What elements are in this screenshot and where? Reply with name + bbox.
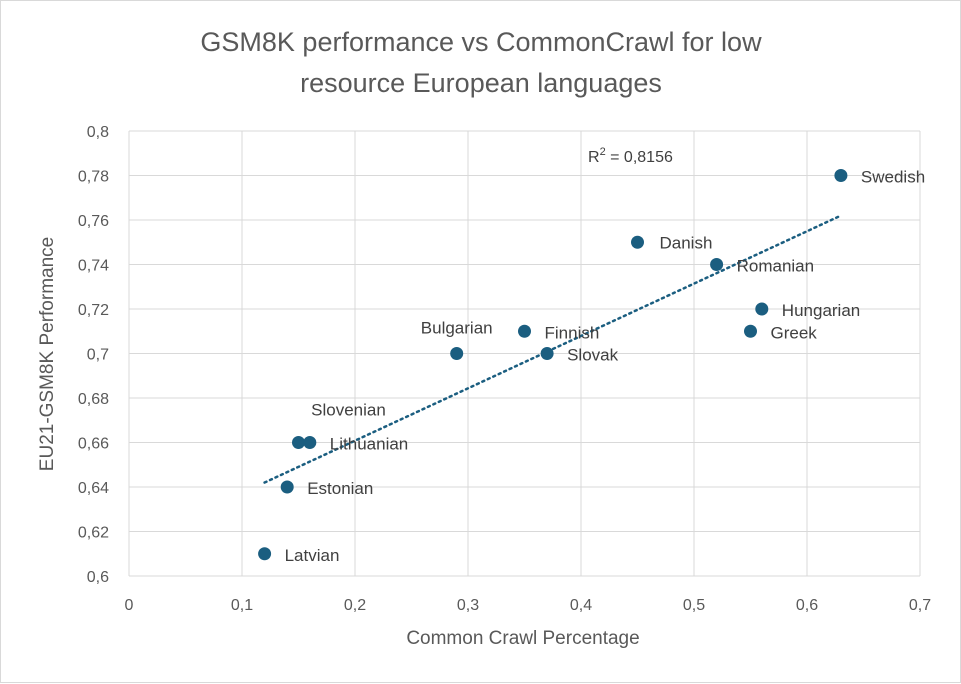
y-tick-label: 0,66 (78, 436, 109, 453)
point-label-swedish: Swedish (861, 168, 925, 187)
y-tick-label: 0,68 (78, 391, 109, 408)
data-point-slovenian (292, 436, 305, 449)
point-label-estonian: Estonian (307, 479, 373, 498)
chart-title-line-2: resource European languages (300, 68, 662, 98)
point-label-romanian: Romanian (737, 257, 815, 276)
trendline-path (263, 214, 843, 484)
y-tick-label: 0,6 (87, 569, 109, 586)
data-point-slovak (540, 347, 554, 360)
data-point-bulgarian (450, 347, 464, 360)
point-label-bulgarian: Bulgarian (421, 319, 493, 338)
point-label-greek: Greek (771, 323, 818, 342)
y-tick-label: 0,76 (78, 213, 109, 230)
x-tick-label: 0,1 (231, 597, 253, 614)
y-tick-label: 0,74 (78, 258, 109, 275)
r-squared-value: = 0,8156 (606, 149, 673, 166)
y-tick-label: 0,8 (87, 124, 109, 141)
data-point-estonian (280, 480, 294, 494)
y-tick-label: 0,7 (87, 347, 109, 364)
x-tick-label: 0 (125, 597, 134, 614)
data-point-danish (631, 235, 644, 249)
data-points (258, 169, 848, 561)
point-labels: Swedish Danish Romanian Hungarian Greek Finni… (285, 168, 926, 565)
point-label-finnish: Finnish (545, 323, 600, 342)
point-label-danish: Danish (660, 233, 713, 252)
x-tick-label: 0,7 (909, 597, 931, 614)
y-axis-title: EU21-GSM8K Performance (37, 237, 58, 471)
grid (129, 130, 921, 576)
y-tick-label: 0,64 (78, 480, 109, 497)
point-label-hungarian: Hungarian (782, 301, 860, 320)
x-axis-title: Common Crawl Percentage (406, 628, 639, 649)
chart-title-line-1: GSM8K performance vs CommonCrawl for low (200, 27, 762, 57)
x-tick-label: 0,6 (796, 597, 818, 614)
data-point-finnish (518, 324, 531, 338)
point-label-slovenian: Slovenian (311, 401, 386, 420)
data-point-hungarian (755, 302, 769, 316)
x-tick-label: 0,2 (344, 597, 366, 614)
axes (128, 131, 920, 577)
y-tick-label: 0,62 (78, 525, 109, 542)
r-squared-letter: R (588, 149, 600, 166)
r-squared-label: R2 = 0,8156 (588, 146, 673, 166)
x-tick-label: 0,5 (683, 597, 705, 614)
point-label-lithuanian: Lithuanian (330, 435, 408, 454)
data-point-lithuanian (303, 436, 317, 449)
point-label-slovak: Slovak (567, 346, 619, 365)
data-point-latvian (258, 547, 272, 561)
y-tick-label: 0,72 (78, 302, 109, 319)
r-squared-superscript: 2 (600, 146, 606, 158)
x-tick-label: 0,4 (570, 597, 592, 614)
trendline (263, 214, 843, 484)
y-tick-label: 0,78 (78, 169, 109, 186)
x-tick-label: 0,3 (457, 597, 479, 614)
data-point-romanian (710, 258, 724, 271)
point-label-latvian: Latvian (285, 546, 340, 565)
data-point-swedish (834, 169, 848, 182)
tick-labels: 0 0,1 0,2 0,3 0,4 0,5 0,6 0,7 0,6 0,62 0,64 0,66 0,6… (78, 124, 931, 614)
data-point-greek (744, 324, 757, 338)
